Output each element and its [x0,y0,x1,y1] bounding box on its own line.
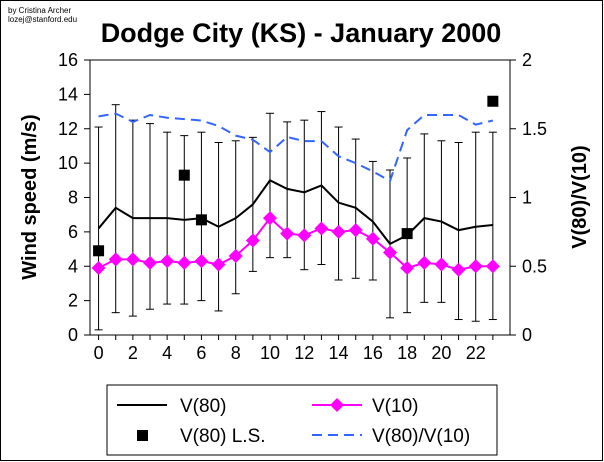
x-tick-label: 14 [329,343,349,363]
legend-ls-swatch [137,430,148,441]
y-axis-label: Wind speed (m/s) [19,114,41,279]
credit-email: lozej@stanford.edu [8,15,77,24]
x-tick-label: 2 [128,343,138,363]
y-tick-label: 12 [58,119,78,139]
y-tick-label: 2 [68,291,78,311]
y2-tick-label: 1 [522,188,532,208]
ratio-series-line [98,112,494,183]
v10-point [348,223,363,238]
y-tick-label: 16 [58,50,78,70]
y-tick-label: 8 [68,188,78,208]
v10-point [434,257,449,272]
credit-author: by Cristina Archer [8,6,71,15]
legend-v80-label: V(80) [180,396,226,417]
v10-point [177,255,192,270]
x-tick-label: 22 [466,343,486,363]
x-tick-label: 20 [431,343,451,363]
v10-point [331,224,346,239]
v10-point [194,254,209,269]
legend-ls-label: V(80) L.S. [180,426,266,447]
y-tick-label: 14 [58,84,78,104]
legend-v10-label: V(10) [372,396,418,417]
v10-point [280,226,295,241]
v10-point [485,259,500,274]
y2-tick-label: 0 [522,325,532,345]
ls-point [487,95,499,107]
v10-point [297,228,312,243]
v10-point [91,260,106,275]
ls-point [178,169,190,181]
y2-tick-label: 0.5 [522,256,547,276]
y2-tick-label: 2 [522,50,532,70]
x-tick-label: 8 [231,343,241,363]
x-tick-label: 12 [294,343,314,363]
y2-axis-label: V(80)/V(10) [569,145,591,248]
v10-point [383,245,397,260]
x-tick-label: 6 [196,343,206,363]
v10-point [160,254,175,269]
v10-point [314,221,329,236]
y-tick-label: 6 [68,222,78,242]
x-tick-label: 0 [94,343,104,363]
chart-title: Dodge City (KS) - January 2000 [101,18,502,48]
v80-series-line [97,179,493,246]
legend-box [106,384,498,456]
v10-point [125,252,140,267]
ls-point [93,245,105,257]
x-tick-label: 4 [162,343,172,363]
v10-point [211,257,226,272]
v10-point [365,231,380,246]
v10-point [468,259,483,274]
v10-point [400,260,415,275]
x-tick-label: 10 [260,343,280,363]
v10-point [228,248,243,263]
legend-v10-swatch [330,398,344,412]
y-tick-label: 10 [58,153,78,173]
v10-point [245,233,260,248]
v10-point [143,255,157,270]
v10-point [451,262,466,277]
x-tick-label: 18 [397,343,417,363]
ls-point [401,228,413,240]
v10-point [108,252,123,267]
y-tick-label: 4 [68,256,78,276]
ls-point [195,214,207,226]
x-tick-label: 16 [363,343,383,363]
v10-point [263,211,277,226]
legend: V(80) V(10) V(80) L.S. V(80)/V(10) [106,384,498,456]
legend-ratio-label: V(80)/V(10) [372,426,470,447]
y2-tick-label: 1.5 [522,119,547,139]
v10-point [417,255,432,270]
y-tick-label: 0 [68,325,78,345]
